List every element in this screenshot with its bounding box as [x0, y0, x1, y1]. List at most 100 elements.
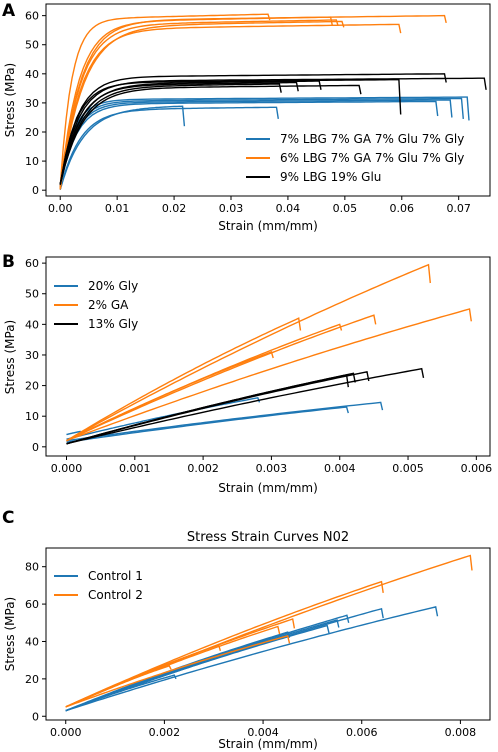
panel-b-series-2-curve-4: [66, 317, 302, 442]
panel-a-series-3-curve-3: [59, 77, 487, 185]
panel-a-x-tick-label: 0.04: [276, 202, 301, 215]
panel-a-curves: [59, 13, 487, 190]
panel-b-series-2-curve-3: [66, 314, 377, 442]
panel-c-y-axis-label: Stress (MPa): [3, 597, 17, 671]
panel-a-y-tick-label: 40: [25, 68, 39, 81]
panel-b-axes-frame: [45, 256, 491, 457]
panel-a-axes-frame: [45, 3, 491, 197]
panel-b-y-tick-label: 20: [25, 380, 39, 393]
panel-b-series-1-curve-2: [66, 406, 349, 443]
panel-a-series-2-curve-3: [59, 19, 339, 190]
panel-b-curves: [66, 263, 472, 445]
panel-b-x-ticks: 0.000 0.001 0.002 0.003 0.004 0.005 0.006: [51, 456, 492, 475]
panel-a-series-2-curve-1: [59, 13, 271, 187]
panel-a-x-axis-label: Strain (mm/mm): [218, 219, 318, 233]
panel-a-legend-label-1: 7% LBG 7% GA 7% Glu 7% Gly: [280, 132, 464, 146]
panel-b-x-tick-label: 0.004: [324, 462, 356, 475]
panel-c-y-tick-label: 60: [25, 598, 39, 611]
panel-b-y-tick-label: 10: [25, 410, 39, 423]
panel-a-y-ticks: 0 10 20 30 40 50 60: [25, 10, 46, 197]
panel-a-y-tick-label: 10: [25, 155, 39, 168]
panel-c-legend-label-2: Control 2: [88, 588, 143, 602]
panel-c-x-tick-label: 0.008: [445, 726, 477, 739]
panel-b-legend-label-1: 20% Gly: [88, 279, 138, 293]
panel-a-x-tick-label: 0.02: [162, 202, 187, 215]
panel-b-y-tick-label: 60: [25, 257, 39, 270]
panel-c-letter: C: [2, 508, 14, 528]
panel-a-series-1-curve-4: [59, 96, 470, 185]
panel-b-series-3-curve-1: [66, 367, 425, 445]
panel-a-series-3-curve-5: [59, 83, 282, 185]
panel-a-legend: 7% LBG 7% GA 7% Glu 7% Gly 6% LBG 7% GA …: [246, 132, 464, 184]
panel-a-legend-label-2: 6% LBG 7% GA 7% Glu 7% Gly: [280, 151, 464, 165]
panel-a-series-1-curve-5: [59, 100, 439, 188]
panel-c-series-1-curve-1: [65, 606, 439, 712]
panel-b-y-tick-label: 30: [25, 349, 39, 362]
panel-b-y-tick-label: 50: [25, 288, 39, 301]
panel-a-x-tick-label: 0.01: [105, 202, 130, 215]
panel-c-series-2-curve-5: [65, 635, 291, 708]
panel-c-y-tick-label: 0: [32, 710, 39, 723]
panel-b-legend: 20% Gly 2% GA 13% Gly: [54, 279, 138, 331]
panel-b-series-1-curve-1: [66, 401, 384, 442]
panel-a-x-tick-label: 0.07: [446, 202, 471, 215]
panel-c-y-tick-label: 80: [25, 561, 39, 574]
panel-a-y-tick-label: 50: [25, 39, 39, 52]
panel-a-series-3-curve-7: [59, 81, 299, 185]
panel-c-curves: [65, 554, 473, 712]
panel-c-series-2-curve-7: [65, 664, 172, 708]
panel-b-x-tick-label: 0.000: [51, 462, 83, 475]
panel-c-legend-label-1: Control 1: [88, 569, 143, 583]
panel-c-x-tick-label: 0.000: [50, 726, 82, 739]
panel-b-x-tick-label: 0.006: [461, 462, 493, 475]
panel-a-x-ticks: 0.00 0.01 0.02 0.03 0.04 0.05 0.06 0.07: [48, 196, 471, 215]
panel-a-series-2-curve-6: [59, 20, 345, 190]
panel-a-legend-label-3: 9% LBG 19% Glu: [280, 170, 381, 184]
panel-c-series-1-curve-7: [65, 674, 177, 712]
panel-a-x-tick-label: 0.06: [390, 202, 415, 215]
panel-b-x-tick-label: 0.001: [119, 462, 151, 475]
panel-c-title: Stress Strain Curves N02: [187, 530, 349, 545]
panel-b-y-axis-label: Stress (MPa): [3, 320, 17, 394]
panel-a-x-tick-label: 0.00: [48, 202, 73, 215]
panel-c-x-ticks: 0.000 0.002 0.004 0.006 0.008: [50, 720, 476, 739]
panel-c-y-tick-label: 40: [25, 635, 39, 648]
panel-b-series-1-curve-3: [66, 397, 261, 440]
panel-c-x-axis-label: Strain (mm/mm): [218, 737, 318, 751]
panel-c-x-tick-label: 0.002: [149, 726, 181, 739]
panel-c-y-tick-label: 20: [25, 673, 39, 686]
panel-b: B 0.000 0.001 0.002 0.003 0.004 0.005 0.006 0 1…: [2, 252, 492, 495]
panel-a-series-3-curve-2: [59, 73, 447, 185]
panel-a-y-axis-label: Stress (MPa): [3, 63, 17, 137]
panel-b-letter: B: [2, 252, 15, 272]
panel-a-y-tick-label: 60: [25, 10, 39, 23]
panel-a-y-tick-label: 0: [32, 184, 39, 197]
panel-a-letter: A: [2, 1, 16, 21]
panel-a: A 0.00 0.01 0.02 0.03 0.04 0.05 0.06 0.07 0 10 20…: [2, 1, 491, 233]
panel-b-x-tick-label: 0.005: [392, 462, 424, 475]
panel-b-y-tick-label: 40: [25, 318, 39, 331]
panel-a-series-1-curve-2: [59, 99, 453, 188]
panel-b-y-tick-label: 0: [32, 441, 39, 454]
panel-b-series-1-curve-4: [66, 430, 83, 436]
panel-b-legend-label-2: 2% GA: [88, 298, 129, 312]
panel-a-x-tick-label: 0.05: [333, 202, 358, 215]
panel-c-axes-frame: [45, 547, 491, 721]
panel-a-series-1-curve-6: [59, 106, 279, 190]
panel-a-y-tick-label: 20: [25, 126, 39, 139]
panel-b-series-2-curve-6: [66, 350, 274, 442]
panel-c: C Stress Strain Curves N02 0.000 0.002 0.0…: [2, 508, 491, 751]
panel-c-x-tick-label: 0.004: [247, 726, 279, 739]
panel-b-x-axis-label: Strain (mm/mm): [218, 481, 318, 495]
panel-b-series-3-curve-4: [66, 374, 349, 445]
panel-a-x-tick-label: 0.03: [219, 202, 244, 215]
panel-b-series-2-curve-1: [66, 263, 431, 442]
panel-b-legend-label-3: 13% Gly: [88, 317, 138, 331]
panel-c-y-ticks: 0 20 40 60 80: [25, 561, 46, 723]
panel-a-series-2-curve-5: [59, 14, 447, 190]
panel-b-series-2-curve-2: [66, 308, 472, 442]
panel-a-series-3-curve-6: [59, 84, 362, 185]
panel-c-x-tick-label: 0.006: [346, 726, 378, 739]
panel-a-y-tick-label: 30: [25, 97, 39, 110]
